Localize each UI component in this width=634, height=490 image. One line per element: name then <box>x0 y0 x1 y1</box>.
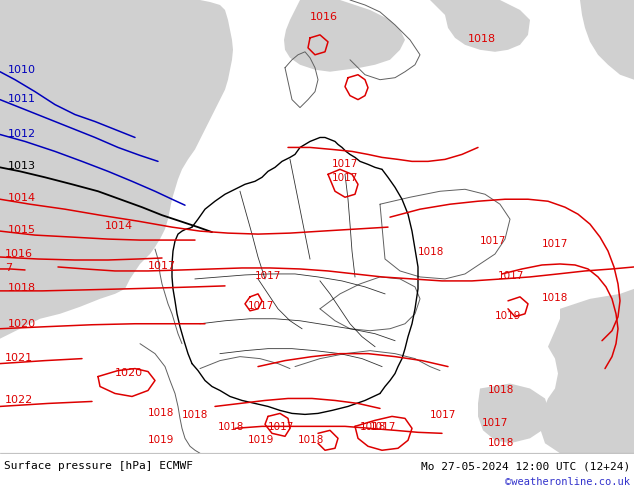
Text: 1018: 1018 <box>218 422 244 432</box>
Polygon shape <box>540 289 634 453</box>
Text: Mo 27-05-2024 12:00 UTC (12+24): Mo 27-05-2024 12:00 UTC (12+24) <box>421 461 630 471</box>
Text: Surface pressure [hPa] ECMWF: Surface pressure [hPa] ECMWF <box>4 461 193 471</box>
Text: 7: 7 <box>5 263 12 273</box>
Text: 1018: 1018 <box>298 435 325 445</box>
Text: 1022: 1022 <box>5 395 33 405</box>
Text: 1018: 1018 <box>182 411 209 420</box>
Text: 1020: 1020 <box>8 318 36 329</box>
Text: 1017: 1017 <box>430 411 456 420</box>
Text: 1017: 1017 <box>480 236 507 246</box>
Text: 1011: 1011 <box>8 94 36 103</box>
Text: 1010: 1010 <box>8 65 36 74</box>
Text: 1017: 1017 <box>268 422 294 432</box>
Text: 1019: 1019 <box>495 311 521 321</box>
Polygon shape <box>284 0 405 72</box>
Polygon shape <box>580 0 634 80</box>
Text: 1017: 1017 <box>248 301 275 311</box>
Text: 1021: 1021 <box>5 353 33 363</box>
Text: 1017: 1017 <box>255 271 281 281</box>
Text: 1017: 1017 <box>332 173 358 183</box>
Text: 1017: 1017 <box>148 261 176 271</box>
Text: 1020: 1020 <box>115 368 143 378</box>
Text: 1019: 1019 <box>148 435 174 445</box>
Polygon shape <box>430 0 530 52</box>
Text: 1014: 1014 <box>8 193 36 203</box>
Text: 1018: 1018 <box>148 408 174 418</box>
Text: 1016: 1016 <box>5 249 33 259</box>
Text: 1018: 1018 <box>468 34 496 44</box>
Text: 1018: 1018 <box>488 438 514 448</box>
Text: 1018: 1018 <box>8 283 36 293</box>
Text: 1017: 1017 <box>332 159 358 170</box>
Text: 1018: 1018 <box>360 422 386 432</box>
Text: 1016: 1016 <box>310 12 338 22</box>
Text: 1012: 1012 <box>8 129 36 140</box>
Polygon shape <box>478 384 550 443</box>
Text: 1015: 1015 <box>8 225 36 235</box>
Text: 1018: 1018 <box>542 293 568 303</box>
Text: 1019: 1019 <box>248 435 275 445</box>
Text: 1017: 1017 <box>498 271 524 281</box>
Text: 1018: 1018 <box>418 247 444 257</box>
Text: 1014: 1014 <box>105 221 133 231</box>
Text: 1018: 1018 <box>488 386 514 395</box>
Polygon shape <box>0 0 233 339</box>
Text: 1017: 1017 <box>370 422 396 432</box>
Text: 1017: 1017 <box>542 239 568 249</box>
Text: 1017: 1017 <box>482 418 508 428</box>
Text: ©weatheronline.co.uk: ©weatheronline.co.uk <box>505 477 630 487</box>
Text: 1013: 1013 <box>8 161 36 172</box>
